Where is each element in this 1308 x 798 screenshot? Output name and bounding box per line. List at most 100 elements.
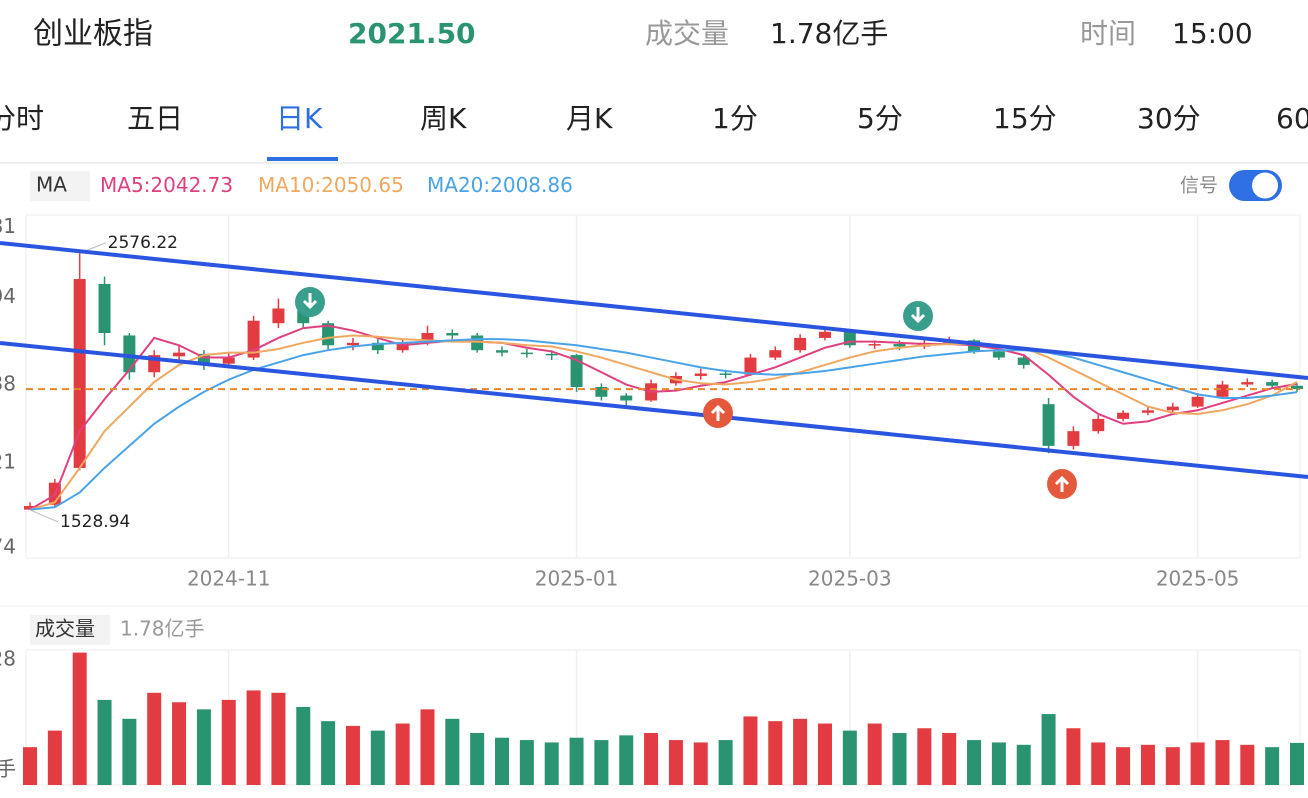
volume-bar bbox=[768, 721, 783, 785]
volume-label: 成交量 bbox=[645, 17, 729, 50]
candle-body bbox=[769, 350, 782, 358]
volume-subtitle: 1.78亿手 bbox=[120, 617, 205, 641]
candle-body bbox=[620, 395, 633, 401]
candle-body bbox=[1042, 404, 1055, 446]
candle-body bbox=[719, 373, 732, 375]
legend-name: MA5 bbox=[100, 173, 144, 197]
legend-name: MA20 bbox=[427, 173, 483, 197]
tab[interactable]: 周K bbox=[420, 102, 467, 135]
volume-bar bbox=[221, 699, 236, 785]
y-tick-label: 2681 bbox=[0, 214, 16, 238]
candle-body bbox=[794, 337, 807, 351]
candle-body bbox=[173, 352, 186, 357]
volume-bar bbox=[892, 732, 907, 785]
legend-value: :2008.86 bbox=[483, 173, 572, 197]
indicator-box[interactable] bbox=[30, 171, 90, 201]
candle-body bbox=[595, 386, 608, 397]
volume-bar bbox=[1116, 747, 1131, 785]
volume-bar bbox=[196, 709, 211, 785]
volume-bar bbox=[1066, 728, 1081, 785]
volume-bar bbox=[23, 747, 37, 785]
volume-bar bbox=[1091, 742, 1106, 785]
tab[interactable]: 五日 bbox=[127, 102, 183, 135]
volume-panel bbox=[25, 649, 1301, 786]
volume-bar bbox=[1240, 744, 1255, 785]
candle-body bbox=[73, 279, 86, 468]
volume-bar bbox=[296, 706, 311, 785]
volume-bar bbox=[345, 725, 360, 785]
legend-value: :2042.73 bbox=[144, 173, 233, 197]
indicator-label: MA bbox=[36, 173, 67, 197]
tab[interactable]: 1分 bbox=[712, 102, 758, 135]
volume-bar bbox=[47, 730, 62, 785]
candle-body bbox=[1191, 396, 1204, 407]
candle-body bbox=[694, 373, 707, 376]
volume-bar bbox=[1016, 744, 1031, 785]
ma-line bbox=[29, 324, 1298, 511]
x-tick-label: 2025-01 bbox=[535, 567, 619, 591]
candle-body bbox=[1017, 357, 1030, 365]
volume-bar bbox=[668, 740, 683, 785]
candle-body bbox=[371, 342, 384, 351]
volume-bar bbox=[1290, 742, 1304, 785]
volume-value: 1.78亿手 bbox=[770, 17, 888, 50]
tab-bar: 分时 五日 日K 周K 月K 1分 5分 15分 30分 60 bbox=[0, 102, 1308, 161]
channel-lower bbox=[0, 341, 1308, 479]
legend-value: :2050.65 bbox=[314, 173, 403, 197]
x-tick-label: 2024-11 bbox=[187, 567, 271, 591]
index-price: 2021.50 bbox=[348, 17, 476, 50]
volume-bar bbox=[271, 692, 286, 785]
candle-body bbox=[520, 352, 533, 355]
buy-signal[interactable] bbox=[703, 398, 733, 428]
volume-bar bbox=[917, 728, 932, 785]
tab[interactable]: 30分 bbox=[1137, 102, 1201, 135]
channel-upper bbox=[0, 241, 1308, 380]
volume-bar bbox=[1165, 747, 1180, 785]
candle-body bbox=[744, 357, 757, 375]
volume-bar bbox=[544, 742, 559, 785]
volume-bar bbox=[1215, 740, 1230, 785]
legend: MA5:2042.73 MA10:2050.65 MA20:2008.86 bbox=[100, 173, 573, 197]
legend-entry: MA20:2008.86 bbox=[427, 173, 573, 197]
candle-body bbox=[545, 353, 558, 356]
volume-bar bbox=[594, 740, 609, 785]
low-annotation: 1528.94 bbox=[60, 512, 130, 532]
grid: 2681 2394 2038 1721 1374 5.28 2024-11 2025-01 20… bbox=[0, 214, 1239, 785]
volume-bar bbox=[72, 652, 87, 785]
volume-bar bbox=[420, 709, 435, 785]
volume-bar bbox=[1265, 747, 1280, 785]
candle-body bbox=[24, 505, 36, 510]
buy-signal[interactable] bbox=[1047, 469, 1077, 499]
high-annotation: 2576.22 bbox=[108, 233, 178, 253]
tab[interactable]: 15分 bbox=[993, 102, 1057, 135]
volume-title: 成交量 bbox=[35, 617, 95, 641]
candle-body bbox=[1241, 382, 1254, 385]
tab[interactable]: 5分 bbox=[857, 102, 903, 135]
volume-bar bbox=[842, 730, 857, 785]
volume-bar bbox=[246, 690, 261, 785]
candle-body bbox=[346, 342, 359, 346]
tab[interactable]: 分时 bbox=[0, 102, 44, 135]
candle-body bbox=[1067, 431, 1080, 446]
candle-body bbox=[1092, 418, 1105, 432]
volume-bar bbox=[942, 732, 957, 785]
y-tick-label: 2394 bbox=[0, 284, 16, 308]
volume-bar bbox=[1041, 714, 1056, 785]
sell-signal[interactable] bbox=[295, 287, 325, 317]
volume-bar bbox=[519, 740, 534, 785]
y-tick-label: 1374 bbox=[0, 534, 16, 558]
volume-bar bbox=[967, 740, 982, 785]
index-name: 创业板指 bbox=[33, 17, 153, 52]
candle-body bbox=[421, 333, 434, 343]
volume-bar bbox=[1190, 742, 1205, 785]
sell-signal[interactable] bbox=[903, 301, 933, 331]
candle-body bbox=[322, 323, 335, 346]
volume-bar bbox=[445, 718, 460, 785]
volume-bar bbox=[395, 723, 410, 785]
tab[interactable]: 月K bbox=[566, 102, 613, 135]
tab[interactable]: 日K bbox=[276, 102, 323, 135]
tab[interactable]: 60 bbox=[1276, 102, 1308, 135]
tab-underline bbox=[267, 157, 338, 161]
ma-line bbox=[29, 334, 1298, 511]
candle-body bbox=[1216, 384, 1229, 397]
